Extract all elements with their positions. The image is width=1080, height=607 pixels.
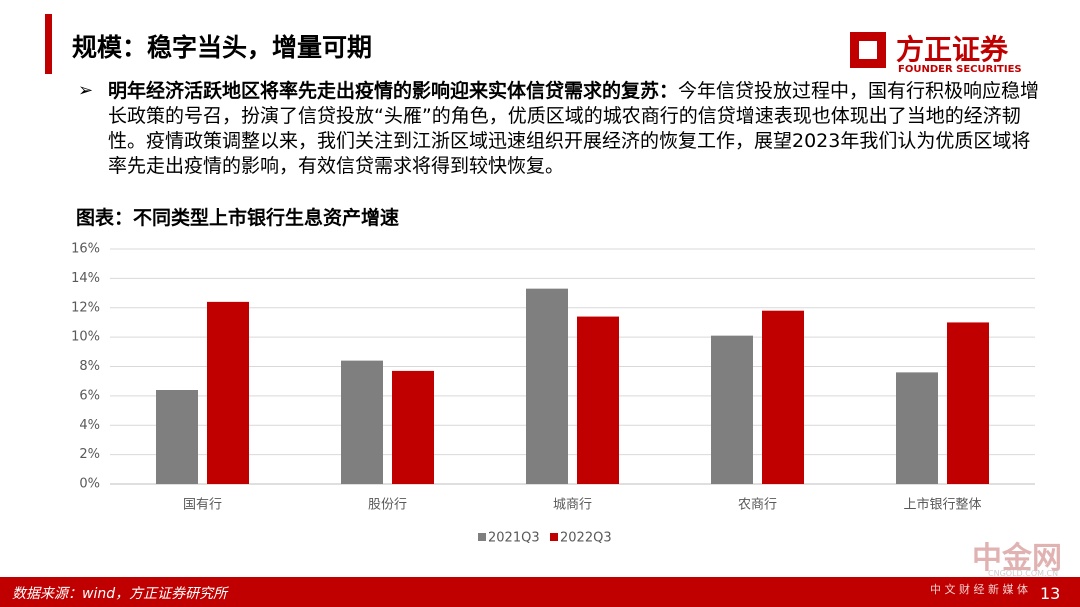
chart-title: 图表：不同类型上市银行生息资产增速 bbox=[76, 207, 400, 229]
bar bbox=[207, 301, 249, 484]
y-tick-label: 16% bbox=[71, 242, 100, 257]
x-tick-label: 农商行 bbox=[738, 498, 777, 513]
bar bbox=[156, 390, 198, 484]
bullet-text: 今年信贷投放过程中，国有行积极响应稳增长政策的号召，扮演了信贷投放“头雁”的角色… bbox=[108, 80, 1040, 177]
logo-sub: FOUNDER SECURITIES bbox=[898, 64, 1022, 75]
bar bbox=[896, 372, 938, 484]
x-tick-label: 城商行 bbox=[553, 498, 592, 513]
legend-label: 2021Q3 bbox=[488, 531, 540, 546]
x-tick-label: 上市银行整体 bbox=[903, 497, 981, 513]
bar bbox=[392, 370, 434, 484]
watermark-site: CNGOLD.COM.CN bbox=[988, 569, 1059, 578]
bar bbox=[577, 316, 619, 484]
y-tick-label: 12% bbox=[71, 300, 100, 315]
watermark-slogan: 中 文 财 经 新 媒 体 bbox=[930, 583, 1028, 596]
y-tick-label: 2% bbox=[79, 447, 100, 462]
x-tick-label: 股份行 bbox=[368, 498, 407, 513]
y-tick-label: 14% bbox=[71, 271, 100, 286]
legend-label: 2022Q3 bbox=[560, 531, 612, 546]
y-tick-label: 8% bbox=[79, 359, 100, 374]
logo-name: 方正证券 bbox=[896, 33, 1009, 66]
footer-band bbox=[0, 577, 1080, 607]
logo-icon bbox=[850, 32, 886, 68]
x-tick-label: 国有行 bbox=[183, 498, 222, 513]
page-number: 13 bbox=[1040, 584, 1061, 603]
bullet-icon: ➢ bbox=[78, 80, 94, 101]
y-tick-label: 10% bbox=[71, 330, 100, 345]
watermark-name: 中金网 bbox=[972, 541, 1062, 576]
bar bbox=[341, 360, 383, 484]
bar bbox=[526, 288, 568, 484]
bar bbox=[947, 322, 989, 484]
legend-swatch bbox=[478, 533, 486, 541]
footer-source: 数据来源：wind，方正证券研究所 bbox=[12, 586, 228, 602]
bullet-lead: 明年经济活跃地区将率先走出疫情的影响迎来实体信贷需求的复苏： bbox=[108, 80, 679, 102]
header-bar bbox=[45, 14, 52, 74]
y-tick-label: 6% bbox=[79, 388, 100, 403]
y-tick-label: 4% bbox=[79, 418, 100, 433]
bar bbox=[711, 335, 753, 484]
y-tick-label: 0% bbox=[79, 477, 100, 492]
legend-swatch bbox=[550, 533, 558, 541]
header-title: 规模：稳字当头，增量可期 bbox=[72, 33, 373, 62]
bullet: 明年经济活跃地区将率先走出疫情的影响迎来实体信贷需求的复苏：今年信贷投放过程中，… bbox=[108, 79, 1043, 179]
bar bbox=[762, 310, 804, 484]
